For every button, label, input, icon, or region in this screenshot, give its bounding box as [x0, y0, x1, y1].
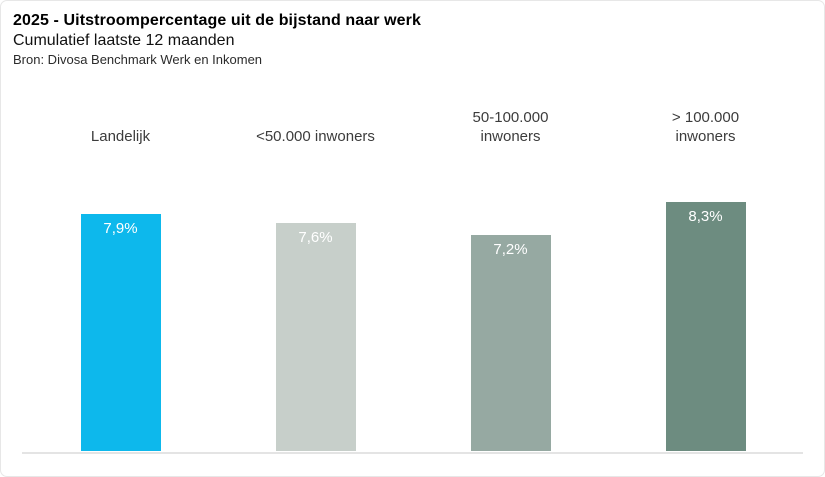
bar-1: 7,9% [80, 214, 161, 451]
bar-group-3: 50-100.000 inwoners 7,2% [413, 1, 608, 451]
x-axis-line [22, 452, 803, 454]
bar-group-1: Landelijk 7,9% [23, 1, 218, 451]
chart-source: Bron: Divosa Benchmark Werk en Inkomen [13, 52, 263, 67]
bar-group-4: > 100.000 inwoners 8,3% [608, 1, 803, 451]
bar-value-label: 7,2% [493, 241, 528, 258]
chart-header: 2025 - Uitstroompercentage uit de bijsta… [13, 11, 421, 68]
chart-title: 2025 - Uitstroompercentage uit de bijsta… [13, 12, 421, 29]
category-label: > 100.000 inwoners [671, 109, 740, 145]
bar-value-label: 8,3% [688, 208, 723, 225]
bar-value-label: 7,9% [103, 220, 138, 237]
bar-3: 7,2% [470, 235, 551, 451]
category-label: Landelijk [90, 128, 151, 145]
bar-2: 7,6% [275, 223, 356, 451]
bar-4: 8,3% [665, 202, 746, 451]
chart-subtitle: Cumulatief laatste 12 maanden [13, 32, 235, 49]
bar-group-2: <50.000 inwoners 7,6% [218, 1, 413, 451]
category-label: 50-100.000 inwoners [472, 109, 549, 145]
bar-value-label: 7,6% [298, 229, 333, 246]
category-label: <50.000 inwoners [256, 128, 375, 145]
